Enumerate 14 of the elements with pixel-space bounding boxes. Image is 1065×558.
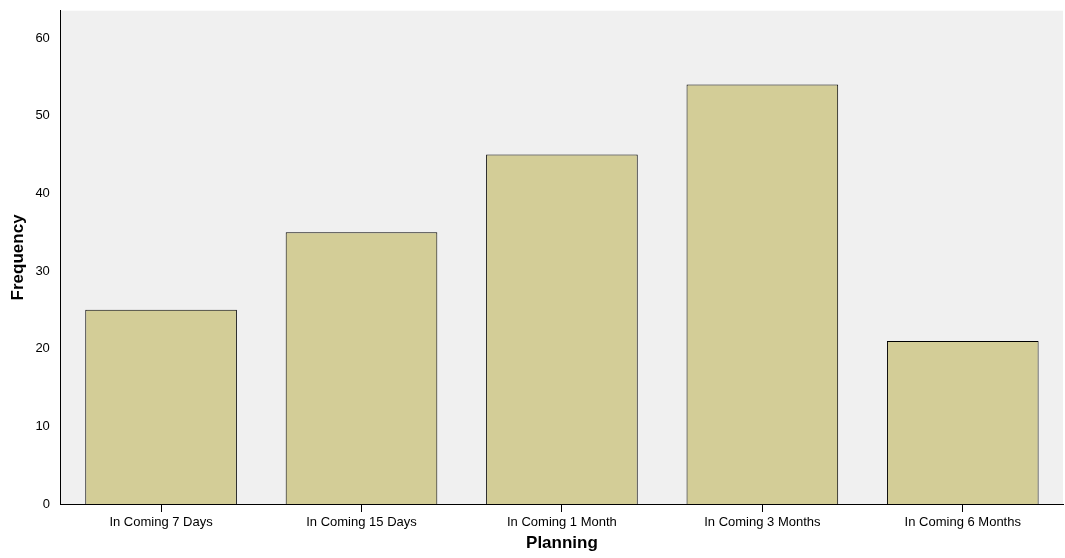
x-tick-label: In Coming 6 Months: [904, 514, 1022, 530]
x-tick-label: In Coming 7 Days: [109, 514, 214, 530]
y-tick-label: 20: [35, 340, 50, 356]
y-tick-label: 0: [42, 495, 50, 511]
x-tick-label: In Coming 15 Days: [306, 514, 418, 530]
x-tick-label: In Coming 1 Month: [507, 514, 617, 530]
x-axis-title: Planning: [526, 533, 598, 553]
y-tick-label: 50: [35, 107, 50, 123]
y-tick-label: 60: [35, 29, 50, 45]
y-axis-title: Frequency: [7, 213, 27, 301]
y-tick-label: 10: [35, 417, 50, 433]
y-tick-label: 40: [35, 184, 50, 200]
x-tick-label: In Coming 3 Months: [704, 514, 822, 530]
y-tick-label: 30: [35, 262, 50, 278]
